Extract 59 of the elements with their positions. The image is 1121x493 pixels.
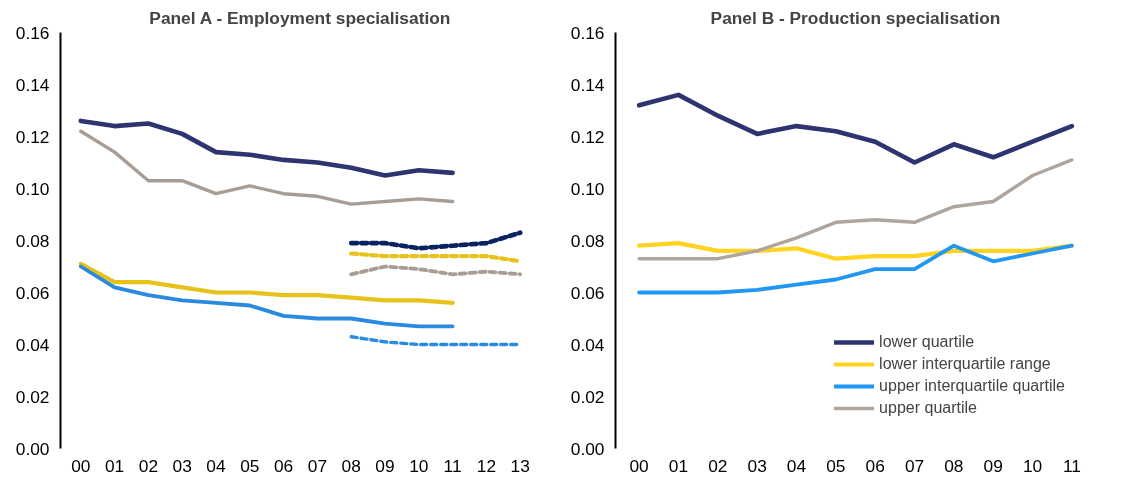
legend-label: lower interquartile range (879, 355, 1051, 373)
x-tick-label: 01 (104, 455, 125, 476)
y-tick-label: 0.16 (570, 22, 605, 43)
y-tick-label: 0.00 (15, 438, 50, 459)
line-series (637, 243, 1074, 295)
x-tick-label: 03 (172, 455, 192, 476)
y-tick-label: 0.12 (570, 126, 605, 147)
y-tick-label: 0.06 (15, 282, 50, 303)
x-tick-label: 06 (273, 455, 294, 476)
x-tick-label: 04 (206, 455, 226, 476)
chart-title: Panel B - Production specialisation (710, 7, 1001, 28)
x-tick-label: 07 (904, 455, 925, 476)
line-series (637, 158, 1074, 261)
x-tick-label: 07 (307, 455, 328, 476)
x-tick-label: 09 (375, 455, 395, 476)
y-tick-label: 0.08 (570, 230, 605, 251)
x-tick-label: 06 (865, 455, 885, 476)
x-tick-label: 13 (510, 455, 530, 476)
x-tick-label: 08 (341, 455, 361, 476)
y-tick-label: 0.00 (570, 438, 605, 459)
legend-label: lower quartile (879, 333, 975, 351)
y-tick-label: 0.08 (15, 230, 50, 251)
y-tick-label: 0.06 (570, 282, 605, 303)
x-tick-label: 05 (240, 455, 260, 476)
y-tick-label: 0.10 (15, 178, 50, 199)
line-series (79, 129, 455, 206)
legend-label: upper quartile (879, 399, 977, 417)
x-tick-label: 00 (71, 455, 91, 476)
y-tick-label: 0.10 (570, 178, 605, 199)
line-series (78, 118, 455, 178)
chart-title: Panel A - Employment specialisation (149, 7, 451, 28)
y-tick-label: 0.04 (570, 334, 605, 355)
x-tick-label: 02 (708, 455, 728, 476)
y-tick-label: 0.04 (15, 334, 50, 355)
x-tick-label: 10 (1022, 455, 1043, 476)
x-tick-label: 04 (786, 455, 807, 476)
x-tick-label: 02 (138, 455, 159, 476)
x-tick-label: 11 (1062, 455, 1081, 476)
legend-label: upper interquartile quartile (879, 377, 1065, 395)
y-tick-label: 0.14 (15, 74, 50, 95)
y-tick-label: 0.12 (15, 126, 50, 147)
y-tick-label: 0.16 (15, 22, 50, 43)
x-tick-label: 01 (668, 455, 689, 476)
x-tick-label: 00 (629, 455, 649, 476)
x-tick-label: 10 (409, 455, 429, 476)
x-tick-label: 09 (983, 455, 1003, 476)
x-tick-label: 12 (476, 455, 497, 476)
y-tick-label: 0.02 (15, 386, 50, 407)
x-tick-label: 05 (826, 455, 846, 476)
line-series (78, 264, 455, 329)
line-series (348, 230, 523, 251)
x-tick-label: 03 (747, 455, 767, 476)
line-series (636, 92, 1075, 165)
line-series (78, 261, 455, 305)
x-tick-label: 08 (944, 455, 964, 476)
y-tick-label: 0.14 (570, 74, 605, 95)
y-tick-label: 0.02 (570, 386, 605, 407)
x-tick-label: 11 (443, 455, 462, 476)
line-series (349, 264, 523, 277)
